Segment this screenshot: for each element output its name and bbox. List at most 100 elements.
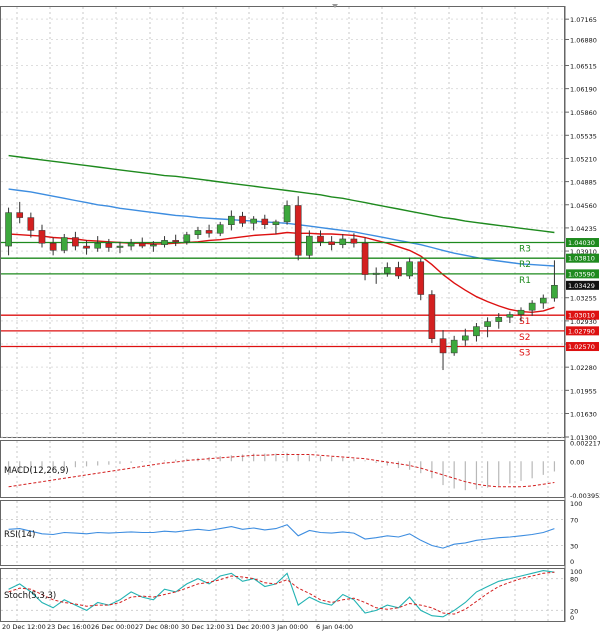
- candle-bull: [495, 317, 503, 322]
- candle-bull: [517, 309, 525, 315]
- level-tag-r3: [566, 238, 599, 248]
- candle-bull: [216, 224, 224, 234]
- x-tick-label: 30 Dec 12:00: [181, 623, 225, 631]
- price-tick-label: 1.02280: [570, 364, 597, 372]
- price-tick-label: 1.01300: [570, 434, 597, 442]
- macd-tick-label: 0.002217: [570, 439, 600, 447]
- candle-bear: [138, 242, 146, 247]
- candle-bear: [417, 261, 425, 295]
- rsi-tick-label: 70: [570, 517, 578, 525]
- price-tick-label: 1.07165: [570, 16, 597, 24]
- candle-bear: [428, 294, 436, 339]
- price-tick-label: 1.05535: [570, 132, 597, 140]
- candle-bull: [528, 302, 536, 311]
- level-tag-text: 1.04030: [568, 239, 595, 247]
- price-tick-label: 1.06515: [570, 62, 597, 70]
- candle-bear: [395, 267, 402, 277]
- x-tick-label: 3 Jan 00:00: [271, 623, 308, 631]
- level-tag-r1: [566, 269, 599, 279]
- current-price-text: 1.03429: [568, 282, 595, 290]
- candle-bull: [150, 244, 157, 247]
- price-tick-label: 1.05860: [570, 109, 597, 117]
- level-tag-text: 1.03010: [568, 312, 595, 320]
- candle-bull: [183, 234, 191, 243]
- rsi-tick-label: 100: [570, 500, 582, 508]
- candle-bull: [384, 267, 391, 274]
- price-tick-label: 1.06190: [570, 86, 597, 94]
- candle-bear: [328, 241, 335, 245]
- price-tick-label: 1.01630: [570, 410, 597, 418]
- moving-average-line-3: [8, 154, 555, 234]
- candle-bear: [361, 242, 369, 275]
- level-tag-s1: [566, 310, 599, 320]
- scroll-marker-icon: [332, 4, 338, 8]
- level-tag-text: 1.02570: [568, 343, 595, 351]
- rsi-label: RSI(14): [4, 530, 35, 540]
- rsi-tick-label: 30: [570, 543, 578, 551]
- current-price-tag: [566, 280, 599, 290]
- candle-bear: [105, 242, 113, 248]
- candle-bull: [339, 238, 347, 245]
- macd-tick-label: 0.00: [570, 458, 584, 466]
- moving-average-line-2: [8, 188, 555, 267]
- level-label-s3: S3: [519, 349, 530, 359]
- stoch-label: Stoch(5,3,3): [4, 591, 56, 601]
- rsi-tick-label: 0: [570, 558, 574, 566]
- candle-bull: [406, 261, 413, 277]
- candle-bear: [72, 237, 79, 247]
- x-tick-label: 27 Dec 08:00: [135, 623, 179, 631]
- level-tag-text: 1.03590: [568, 270, 595, 278]
- x-tick-label: 23 Dec 16:00: [47, 623, 91, 631]
- candle-bull: [5, 212, 12, 247]
- candle-bear: [317, 235, 324, 243]
- candle-bull: [94, 242, 102, 249]
- candle-bull: [194, 230, 202, 235]
- candle-bull: [306, 235, 313, 256]
- macd-signal-line: [8, 454, 555, 488]
- candle-bull: [551, 285, 558, 299]
- price-tick-label: 1.02930: [570, 318, 597, 326]
- price-tick-label: 1.04885: [570, 179, 597, 187]
- stoch-tick-label: 80: [570, 576, 578, 584]
- x-tick-label: 20 Dec 12:00: [2, 623, 46, 631]
- candle-bull: [473, 326, 480, 337]
- rsi-line: [8, 524, 555, 549]
- stoch-tick-label: 100: [570, 568, 582, 576]
- candle-bear: [261, 218, 269, 225]
- candle-bull: [272, 221, 280, 225]
- candle-bear: [49, 242, 57, 251]
- price-tick-label: 1.04235: [570, 225, 597, 233]
- price-tick-label: 1.03255: [570, 295, 597, 303]
- candle-bear: [239, 215, 246, 224]
- candle-bull: [506, 314, 514, 318]
- candle-bear: [294, 205, 302, 256]
- level-label-r2: R2: [519, 260, 531, 270]
- level-label-s2: S2: [519, 333, 530, 343]
- x-tick-label: 6 Jan 04:00: [316, 623, 353, 631]
- price-tick-label: 1.05210: [570, 155, 597, 163]
- level-tag-r2: [566, 253, 599, 263]
- macd-label: MACD(12,26,9): [4, 466, 69, 476]
- level-tag-text: 1.03810: [568, 255, 595, 263]
- candle-bull: [450, 339, 458, 354]
- candle-bull: [372, 272, 380, 275]
- level-label-s1: S1: [519, 317, 530, 327]
- candle-bull: [127, 242, 135, 247]
- price-tick-label: 1.06880: [570, 36, 597, 44]
- level-label-r1: R1: [519, 276, 531, 286]
- candle-bear: [27, 217, 35, 231]
- level-tag-text: 1.02790: [568, 327, 595, 335]
- candle-bear: [16, 212, 24, 218]
- candle-bear: [350, 238, 358, 244]
- candle-bull: [539, 297, 547, 304]
- level-tag-s3: [566, 342, 599, 352]
- macd-tick-label: -0.003952: [570, 492, 600, 500]
- stoch-k-line: [8, 570, 555, 618]
- price-tick-label: 1.01955: [570, 387, 597, 395]
- candle-bear: [439, 338, 447, 354]
- candle-bear: [172, 240, 179, 243]
- x-tick-label: 26 Dec 00:00: [91, 623, 135, 631]
- candle-bull: [250, 218, 257, 224]
